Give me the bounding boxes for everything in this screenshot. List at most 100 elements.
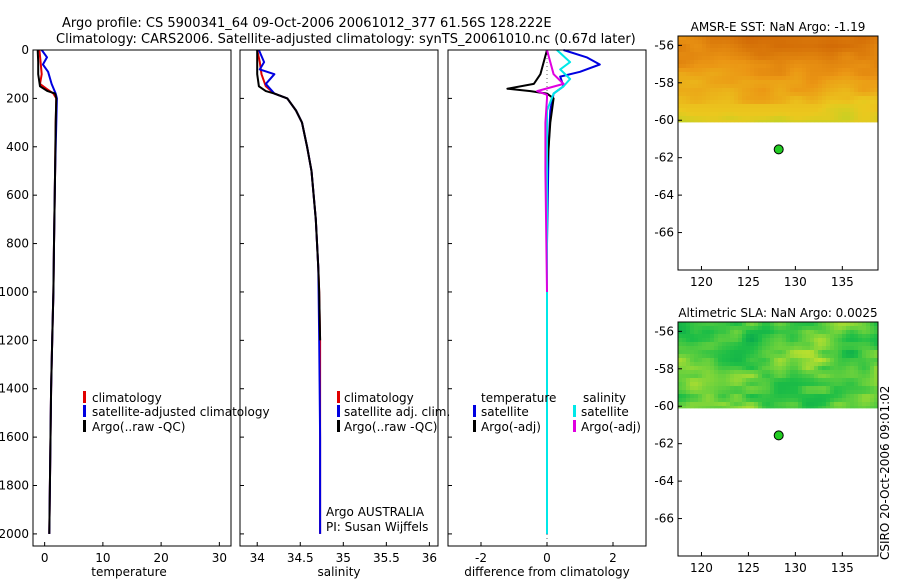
field-cell [854,346,859,351]
field-cell [854,366,859,371]
field-cell [786,378,791,383]
field-cell [802,346,807,351]
field-cell [862,44,867,49]
field-cell [730,334,735,339]
field-cell [842,362,847,367]
field-cell [742,36,747,41]
field-cell [830,112,835,117]
y-tick-label: 0 [21,43,29,57]
field-cell [762,52,767,57]
field-cell [818,48,823,53]
field-cell [706,398,711,403]
field-cell [798,390,803,395]
field-cell [874,92,879,97]
field-cell [766,52,771,57]
field-cell [814,44,819,49]
field-cell [762,48,767,53]
field-cell [818,120,823,123]
field-cell [714,60,719,65]
field-cell [706,330,711,335]
field-cell [774,84,779,89]
field-cell [874,68,879,73]
field-cell [698,358,703,363]
field-cell [698,88,703,93]
field-cell [722,56,727,61]
field-cell [738,390,743,395]
field-cell [846,56,851,61]
field-cell [698,116,703,121]
field-cell [762,72,767,77]
legend-swatch-satellite-adj [337,405,340,417]
field-cell [758,374,763,379]
x-tick-label: 34 [250,551,265,565]
field-cell [774,366,779,371]
field-cell [782,76,787,81]
field-cell [846,334,851,339]
field-cell [698,80,703,85]
field-cell [822,120,827,123]
field-cell [858,330,863,335]
field-cell [754,64,759,69]
field-cell [870,64,875,69]
field-cell [866,342,871,347]
field-cell [738,108,743,113]
field-cell [774,326,779,331]
field-cell [686,382,691,387]
field-cell [786,64,791,69]
field-cell [782,382,787,387]
field-cell [698,120,703,123]
field-cell [850,36,855,41]
field-cell [786,80,791,85]
field-cell [722,84,727,89]
field-cell [702,56,707,61]
field-cell [714,52,719,57]
field-cell [782,366,787,371]
field-cell [862,72,867,77]
field-cell [794,350,799,355]
field-cell [814,342,819,347]
field-cell [814,88,819,93]
field-cell [682,358,687,363]
field-cell [802,386,807,391]
field-cell [678,350,683,355]
field-cell [834,374,839,379]
field-cell [834,72,839,77]
field-cell [858,60,863,65]
field-cell [870,334,875,339]
field-cell [874,366,879,371]
field-cell [874,398,879,403]
field-cell [722,402,727,407]
field-cell [682,322,687,327]
field-cell [774,40,779,45]
field-cell [854,84,859,89]
field-cell [718,84,723,89]
field-cell [854,120,859,123]
field-cell [786,398,791,403]
field-cell [690,84,695,89]
y-tick-label: -64 [654,474,674,488]
field-cell [686,56,691,61]
field-cell [762,36,767,41]
field-cell [706,36,711,41]
field-cell [762,366,767,371]
field-cell [854,68,859,73]
field-cell [822,36,827,41]
field-cell [718,88,723,93]
field-cell [822,398,827,403]
field-cell [682,394,687,399]
field-cell [710,394,715,399]
field-cell [850,390,855,395]
salinity-series-group [256,49,322,534]
field-cell [794,72,799,77]
field-cell [870,36,875,41]
field-cell [738,44,743,49]
field-cell [874,64,879,69]
field-cell [798,366,803,371]
field-cell [746,64,751,69]
field-cell [850,338,855,343]
field-cell [718,394,723,399]
field-cell [778,386,783,391]
field-cell [722,40,727,45]
field-cell [742,342,747,347]
